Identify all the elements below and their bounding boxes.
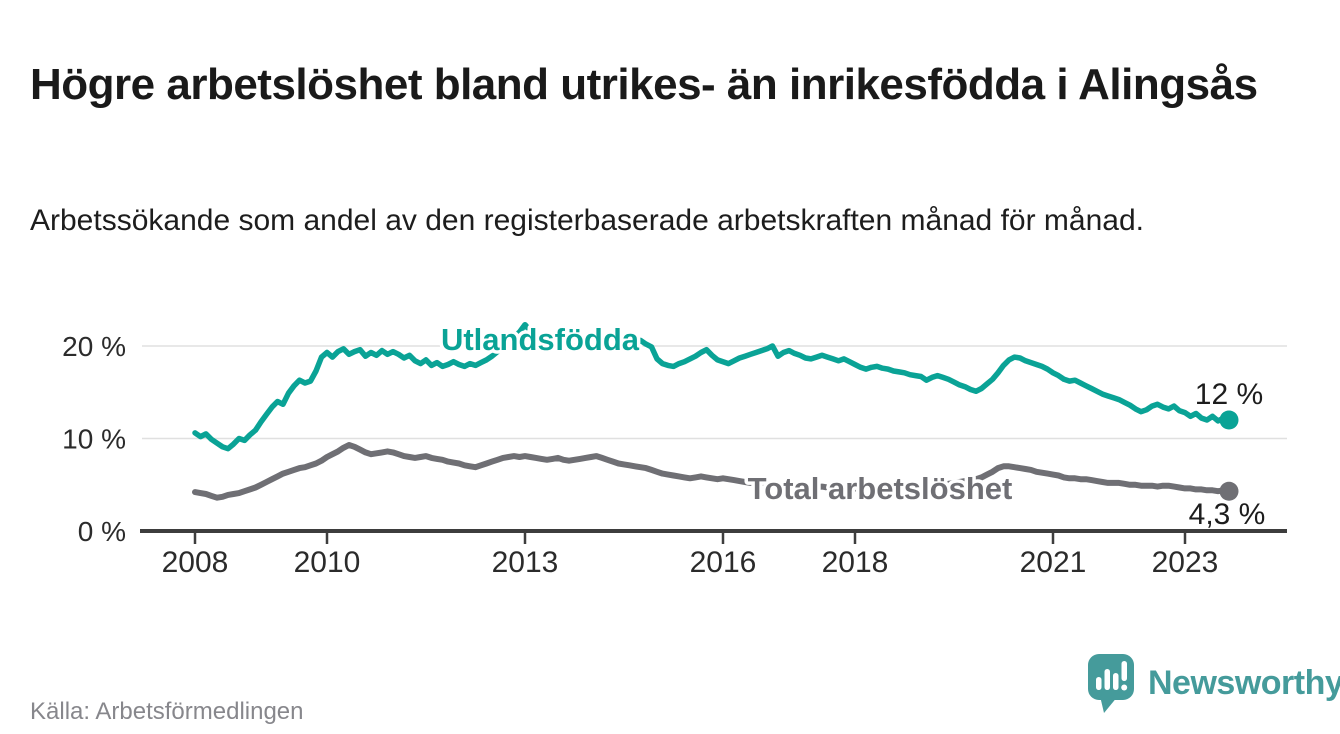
series-end-value-label: 12 % (1195, 378, 1263, 411)
x-tick-label: 2016 (690, 546, 757, 579)
newsworthy-logo: Newsworthy (1086, 652, 1340, 714)
newsworthy-wordmark: Newsworthy (1148, 663, 1340, 702)
x-tick-label: 2021 (1020, 546, 1087, 579)
source-note: Källa: Arbetsförmedlingen (30, 698, 304, 725)
newsworthy-bubble-icon (1088, 654, 1134, 713)
y-tick-label: 0 % (78, 516, 126, 547)
x-tick-label: 2018 (822, 546, 889, 579)
y-tick-label: 10 % (62, 424, 126, 455)
series-end-dot (1219, 481, 1239, 501)
y-tick-label: 20 % (62, 331, 126, 362)
x-tick-label: 2008 (162, 546, 229, 579)
series-end-value-label: 4,3 % (1189, 498, 1266, 531)
series-line-utlandsf-dda (192, 321, 1232, 452)
series-inline-label: Total arbetslöshet (748, 471, 1013, 506)
series-end-dot (1219, 410, 1239, 430)
x-tick-label: 2023 (1152, 546, 1219, 579)
x-tick-label: 2010 (294, 546, 361, 579)
x-tick-label: 2013 (492, 546, 559, 579)
series-inline-label: Utlandsfödda (441, 322, 640, 357)
series-line-total-arbetsl-shet (192, 442, 1232, 501)
page-subtitle: Arbetssökande som andel av den registerb… (30, 204, 1144, 237)
page-title: Högre arbetslöshet bland utrikes- än inr… (30, 60, 1258, 110)
